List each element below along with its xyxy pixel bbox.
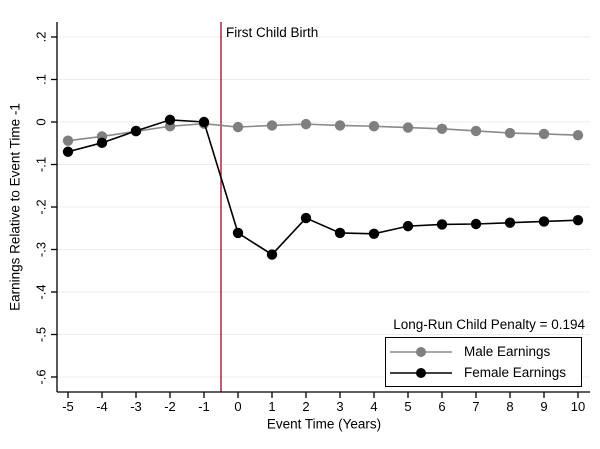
female-earnings-point [538,216,550,227]
x-tick-label: -4 [96,399,108,414]
female-earnings-point [62,146,74,157]
y-tick-label: -.5 [33,327,48,342]
x-tick-label: 9 [540,399,547,414]
vline-label: First Child Birth [226,25,319,40]
female-earnings-point [300,212,312,224]
female-earnings-point [232,227,244,239]
female-earnings-point [572,214,584,226]
female-earnings-point [164,114,176,126]
male-earnings-point [334,120,346,131]
female-earnings-point [504,217,516,228]
male-earnings-point [232,121,244,133]
male-earnings-point [538,128,550,140]
y-tick-label: -.6 [33,369,48,384]
x-tick-label: 1 [268,399,275,414]
male-earnings-point [62,135,74,146]
x-tick-label: 4 [370,399,377,414]
female-earnings-point [266,249,278,260]
male-earnings-point [402,122,414,133]
legend-label-male: Male Earnings [464,344,551,359]
y-tick-label: -.3 [33,242,48,257]
male-line-sample-icon [390,346,452,357]
male-earnings-point [436,123,448,134]
y-axis-title: Earnings Relative to Event Time -1 [7,103,23,311]
x-tick-label: -3 [130,399,142,414]
male-earnings-point [266,120,278,131]
female-earnings-point [130,125,142,137]
legend-item-female-earnings: Female Earnings [390,362,575,383]
female-earnings-point [198,116,210,128]
male-earnings-line [67,122,579,142]
male-earnings-point [572,129,584,141]
legend-label-female: Female Earnings [464,365,567,380]
x-tick-label: 8 [506,399,513,414]
male-earnings-point [300,118,312,130]
female-earnings-line [67,119,579,256]
legend-item-male-earnings: Male Earnings [390,341,575,362]
x-tick-label: 10 [571,399,585,414]
male-earnings-point [470,125,482,137]
penalty-annotation: Long-Run Child Penalty = 0.194 [393,317,585,332]
male-earnings-point [504,127,516,139]
y-tick-label: .1 [33,74,48,85]
x-tick-label: 5 [404,399,411,414]
x-tick-label: -1 [198,399,210,414]
y-tick-label: .2 [33,32,48,43]
x-tick-label: 3 [336,399,343,414]
y-tick-label: 0 [33,118,48,125]
legend: Male Earnings Female Earnings [385,337,582,387]
x-tick-label: 7 [472,399,479,414]
female-earnings-point [334,227,346,239]
male-earnings-point [368,121,380,132]
female-earnings-point [368,228,380,239]
x-axis-title: Event Time (Years) [266,416,382,432]
female-earnings-point [402,220,414,232]
x-tick-label: -2 [164,399,176,414]
x-tick-label: 2 [302,399,309,414]
y-tick-label: -.4 [33,284,48,299]
x-tick-label: -5 [62,399,74,414]
female-earnings-point [470,218,482,230]
x-tick-label: 0 [234,399,241,414]
female-line-sample-icon [390,367,452,378]
y-tick-label: -.2 [33,199,48,214]
female-earnings-point [96,137,108,149]
x-tick-label: 6 [438,399,445,414]
y-tick-label: -.1 [33,157,48,172]
female-earnings-point [436,219,448,230]
